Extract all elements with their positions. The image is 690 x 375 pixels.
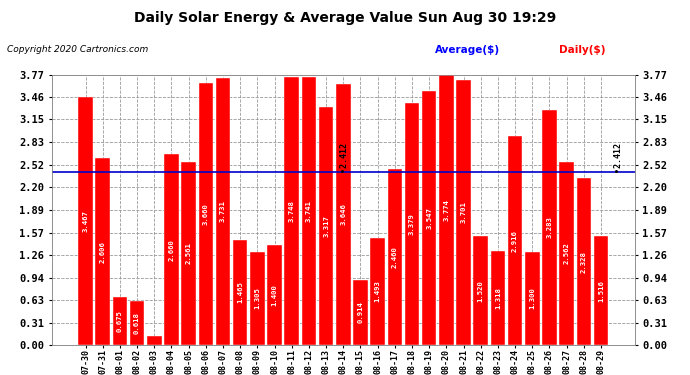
Bar	[181, 162, 196, 345]
Bar	[542, 110, 557, 345]
Text: 1.305: 1.305	[255, 287, 260, 309]
Text: 2.562: 2.562	[564, 242, 570, 264]
Bar	[147, 336, 161, 345]
Text: 2.916: 2.916	[512, 230, 518, 252]
Bar	[388, 169, 402, 345]
Bar	[164, 154, 179, 345]
Text: 1.400: 1.400	[272, 284, 277, 306]
Bar	[250, 252, 265, 345]
Text: 3.731: 3.731	[220, 201, 226, 222]
Bar	[319, 108, 333, 345]
Bar	[199, 83, 213, 345]
Bar	[353, 279, 368, 345]
Bar	[593, 236, 609, 345]
Bar	[284, 76, 299, 345]
Bar	[422, 91, 437, 345]
Text: 3.646: 3.646	[340, 204, 346, 225]
Text: 0.914: 0.914	[357, 302, 364, 323]
Text: 2.561: 2.561	[186, 242, 192, 264]
Bar	[491, 251, 505, 345]
Text: 3.748: 3.748	[288, 200, 295, 222]
Bar	[216, 78, 230, 345]
Text: 0.675: 0.675	[117, 310, 123, 332]
Text: 1.520: 1.520	[477, 280, 484, 302]
Bar	[456, 80, 471, 345]
Text: 2.660: 2.660	[168, 239, 175, 261]
Bar	[130, 301, 144, 345]
Bar	[405, 103, 420, 345]
Text: 3.379: 3.379	[409, 213, 415, 235]
Text: 1.318: 1.318	[495, 287, 501, 309]
Text: 1.300: 1.300	[529, 288, 535, 309]
Text: 3.467: 3.467	[83, 210, 88, 232]
Text: 2.606: 2.606	[100, 241, 106, 262]
Text: Daily($): Daily($)	[559, 45, 605, 55]
Text: 3.774: 3.774	[444, 199, 449, 221]
Text: 3.741: 3.741	[306, 200, 312, 222]
Text: 3.660: 3.660	[203, 203, 209, 225]
Text: 3.547: 3.547	[426, 207, 432, 229]
Text: 3.701: 3.701	[460, 201, 466, 223]
Bar	[336, 84, 351, 345]
Text: 2.460: 2.460	[392, 246, 398, 268]
Bar	[371, 238, 385, 345]
Text: Average($): Average($)	[435, 45, 500, 55]
Bar	[78, 97, 93, 345]
Text: 0.618: 0.618	[134, 312, 140, 334]
Bar	[508, 136, 522, 345]
Bar	[439, 75, 453, 345]
Bar	[473, 236, 488, 345]
Text: 2.328: 2.328	[581, 251, 586, 273]
Text: 1.493: 1.493	[375, 280, 381, 303]
Text: 3.317: 3.317	[323, 215, 329, 237]
Bar	[525, 252, 540, 345]
Text: 1.465: 1.465	[237, 282, 243, 303]
Text: •2.412: •2.412	[339, 142, 348, 172]
Text: •2.412: •2.412	[613, 142, 622, 172]
Bar	[560, 162, 574, 345]
Bar	[302, 77, 316, 345]
Bar	[577, 178, 591, 345]
Text: Copyright 2020 Cartronics.com: Copyright 2020 Cartronics.com	[7, 45, 148, 54]
Text: Daily Solar Energy & Average Value Sun Aug 30 19:29: Daily Solar Energy & Average Value Sun A…	[134, 11, 556, 25]
Text: 3.283: 3.283	[546, 216, 553, 238]
Bar	[233, 240, 248, 345]
Bar	[112, 297, 127, 345]
Text: 1.516: 1.516	[598, 280, 604, 302]
Bar	[95, 158, 110, 345]
Bar	[267, 245, 282, 345]
